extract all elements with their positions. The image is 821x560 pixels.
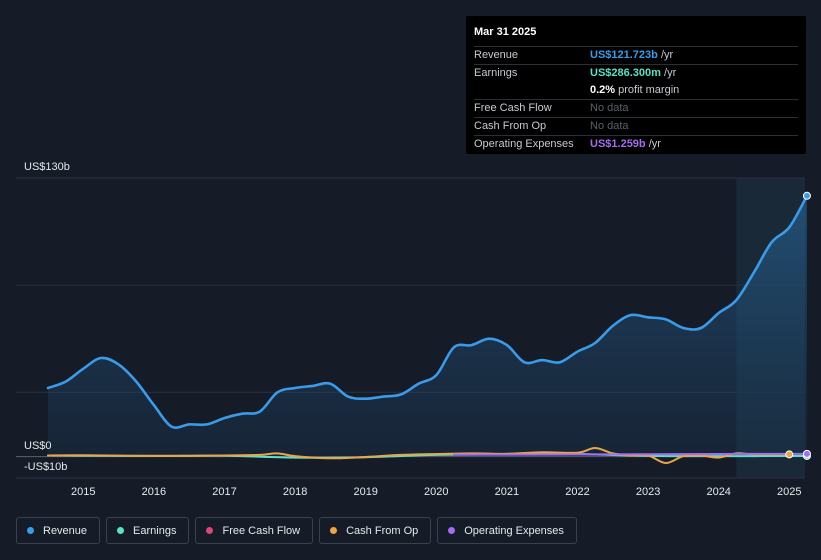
- tooltip-row-value: No data: [590, 118, 629, 135]
- series-lines: [46, 194, 809, 465]
- x-tick-label: 2023: [636, 486, 660, 498]
- tooltip-row-amount: US$121.723b: [590, 49, 658, 61]
- legend-label: Cash From Op: [346, 524, 419, 537]
- tooltip-row-amount: 0.2%: [590, 84, 616, 96]
- tooltip-row-value: No data: [590, 100, 629, 117]
- tooltip-row: Cash From Op No data: [474, 117, 798, 135]
- tooltip-row: Operating Expenses US$1.259b /yr: [474, 135, 798, 153]
- legend-item-operating-expenses[interactable]: Operating Expenses: [437, 517, 577, 544]
- y-axis-top-label: US$130b: [24, 161, 70, 173]
- revenue-area: [48, 195, 807, 457]
- series-line-operating-expenses: [452, 452, 808, 456]
- tooltip-row: Earnings US$286.300m /yr: [474, 64, 798, 82]
- legend-label: Revenue: [43, 524, 88, 537]
- legend-dot-icon: [27, 527, 34, 534]
- tooltip-row-unit: profit margin: [615, 84, 680, 96]
- x-tick-label: 2024: [706, 486, 730, 498]
- tooltip-row-value: US$1.259b /yr: [590, 136, 661, 153]
- tooltip-row-unit: /yr: [657, 49, 674, 61]
- chart-legend: Revenue Earnings Free Cash Flow Cash From O…: [16, 517, 577, 544]
- x-tick-label: 2016: [142, 486, 166, 498]
- tooltip-row: Revenue US$121.723b /yr: [474, 46, 798, 64]
- endpoint-dot-cash-from-op: [785, 450, 794, 459]
- tooltip-row-value: US$286.300m /yr: [590, 65, 676, 82]
- tooltip-row-unit: /yr: [645, 138, 661, 150]
- x-tick-label: 2021: [495, 486, 519, 498]
- x-tick-label: 2015: [71, 486, 95, 498]
- endpoint-dot-revenue: [802, 191, 811, 200]
- legend-label: Earnings: [133, 524, 177, 537]
- legend-dot-icon: [117, 527, 125, 534]
- tooltip-panel: Mar 31 2025 Revenue US$121.723b /yr Earnin…: [466, 16, 806, 154]
- legend-dot-icon: [206, 527, 214, 534]
- tooltip-row-label: Operating Expenses: [474, 138, 574, 150]
- tooltip-row-amount: No data: [590, 120, 629, 132]
- tooltip-row-label: Revenue: [474, 49, 519, 61]
- legend-dot-icon: [448, 527, 456, 534]
- legend-item-free-cash-flow[interactable]: Free Cash Flow: [195, 517, 314, 544]
- endpoint-dot-operating-expenses: [802, 449, 811, 458]
- legend-label: Operating Expenses: [464, 524, 564, 537]
- tooltip-row-unit: /yr: [660, 67, 677, 79]
- series-line-revenue: [46, 194, 809, 429]
- x-tick-label: 2019: [353, 486, 377, 498]
- legend-item-revenue[interactable]: Revenue: [16, 517, 101, 544]
- tooltip-row: 0.2% profit margin: [474, 82, 798, 99]
- tooltip-row-amount: US$286.300m: [590, 67, 661, 79]
- x-tick-label: 2017: [212, 486, 236, 498]
- revenue-earnings-chart: 2015 2016 2017 2018 2019 2020 2021 2022 2023 2024…: [16, 161, 811, 498]
- tooltip-date: Mar 31 2025: [474, 26, 537, 38]
- tooltip-row-label: Cash From Op: [474, 120, 547, 132]
- x-tick-label: 2018: [283, 486, 307, 498]
- legend-item-earnings[interactable]: Earnings: [106, 517, 190, 544]
- legend-dot-icon: [330, 527, 338, 534]
- tooltip-row-value: 0.2% profit margin: [590, 82, 679, 99]
- tooltip-row-label: Free Cash Flow: [474, 102, 552, 114]
- tooltip-row-amount: US$1.259b: [590, 138, 646, 150]
- x-tick-label: 2022: [565, 486, 589, 498]
- tooltip-row-label: Earnings: [474, 67, 518, 79]
- tooltip-row-amount: No data: [590, 102, 629, 114]
- y-axis-zero-label: US$0: [24, 440, 52, 452]
- legend-item-cash-from-op[interactable]: Cash From Op: [319, 517, 432, 544]
- tooltip-row: Free Cash Flow No data: [474, 99, 798, 117]
- tooltip-row-label: [474, 82, 590, 99]
- series-line-cash-from-op: [47, 446, 791, 465]
- y-axis-bottom-label: -US$10b: [24, 461, 67, 473]
- tooltip-row-value: US$121.723b /yr: [590, 47, 673, 64]
- x-axis-ticks: 2015 2016 2017 2018 2019 2020 2021 2022 2023 2024…: [71, 486, 801, 498]
- endpoint-markers: [785, 191, 811, 460]
- x-tick-label: 2025: [777, 486, 801, 498]
- legend-label: Free Cash Flow: [222, 524, 301, 537]
- x-tick-label: 2020: [424, 486, 448, 498]
- tooltip-rows: Revenue US$121.723b /yr Earnings US$286.300…: [474, 46, 798, 153]
